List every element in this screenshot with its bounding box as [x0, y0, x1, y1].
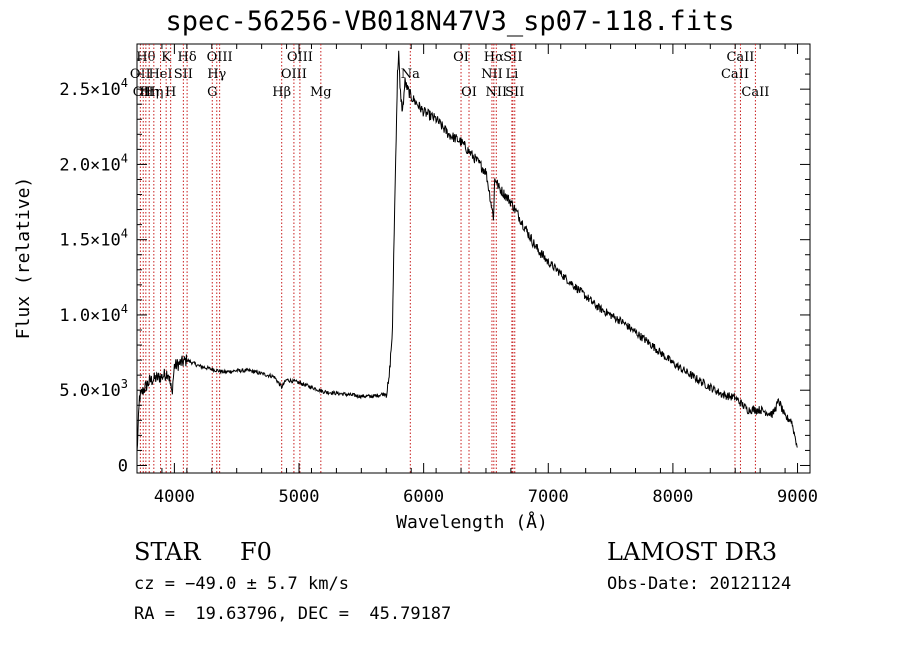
spectral-line-label: NII — [485, 85, 507, 100]
spectral-line-label: Hβ — [272, 85, 291, 100]
x-tick-label: 5000 — [279, 487, 320, 507]
spectral-line-label: Hθ — [136, 50, 155, 65]
plot-frame — [136, 43, 811, 474]
spectral-line-label: OIII — [207, 50, 233, 65]
x-tick-label: 6000 — [403, 487, 444, 507]
x-tick-label: 8000 — [652, 487, 693, 507]
spectrum-line — [136, 50, 798, 452]
spectral-line-label: SII — [174, 67, 193, 82]
spectral-line-label: CaII — [726, 50, 754, 65]
x-tick-label: 4000 — [154, 487, 195, 507]
y-tick-label: 2.0×104 — [59, 151, 128, 175]
x-tick-label: 7000 — [528, 487, 569, 507]
spectral-line-label: CaII — [721, 67, 749, 82]
spectral-line-label: HeI — [148, 67, 172, 82]
spectral-line-label: G — [207, 85, 217, 100]
y-tick-label: 1.0×104 — [59, 302, 128, 326]
y-tick-label: 2.5×104 — [59, 76, 128, 100]
spectral-line-label: H — [165, 85, 176, 100]
spectrum-series — [136, 50, 798, 452]
spectral-line-label: OIII — [281, 67, 307, 82]
y-axis-title: Flux (relative) — [13, 177, 34, 340]
sky-coordinates: RA = 19.63796, DEC = 45.79187 — [134, 604, 452, 624]
redshift-value: cz = −49.0 ± 5.7 km/s — [134, 574, 349, 594]
chart-title: spec-56256-VB018N47V3_sp07-118.fits — [165, 6, 735, 37]
y-tick-label: 5.0×103 — [59, 377, 128, 401]
spectral-line-label: OI — [453, 50, 469, 65]
y-tick-label: 1.5×104 — [59, 227, 128, 251]
spectral-line-label: SII — [505, 85, 524, 100]
spectral-line-label: SII — [503, 50, 522, 65]
spectral-line-label: K — [161, 50, 171, 65]
x-tick-label: 9000 — [777, 487, 818, 507]
x-axis: 4000 5000 6000 7000 8000 9000 — [136, 44, 818, 507]
object-class: STAR — [134, 538, 201, 566]
spectral-line-label: Mg — [310, 85, 332, 100]
spectral-line-label: Hδ — [178, 50, 197, 65]
spectral-line-label: NII — [481, 67, 503, 82]
x-axis-title: Wavelength (Å) — [396, 511, 548, 533]
object-subclass: F0 — [240, 538, 272, 566]
spectral-line-label: CaII — [741, 85, 769, 100]
y-tick-label: 0 — [118, 456, 128, 476]
spectral-line-label: Hη — [144, 85, 163, 100]
spectral-line-label: Hγ — [207, 67, 226, 82]
spectral-line-label: Li — [505, 67, 518, 82]
observation-date: Obs-Date: 20121124 — [607, 574, 792, 594]
spectral-line-label: Hα — [484, 50, 504, 65]
spectral-line-markers: OIIOIIHθHηHηHeIKHSIIHδGHγOIIIHβOIIIOIIIM… — [130, 44, 769, 473]
spectral-line-label: OIII — [287, 50, 313, 65]
spectral-line-label: OI — [461, 85, 477, 100]
survey-name: LAMOST DR3 — [607, 538, 778, 566]
y-axis: 0 5.0×103 1.0×104 1.5×104 2.0×104 2.5×104 — [59, 43, 810, 476]
spectral-line-label: Na — [401, 67, 420, 82]
